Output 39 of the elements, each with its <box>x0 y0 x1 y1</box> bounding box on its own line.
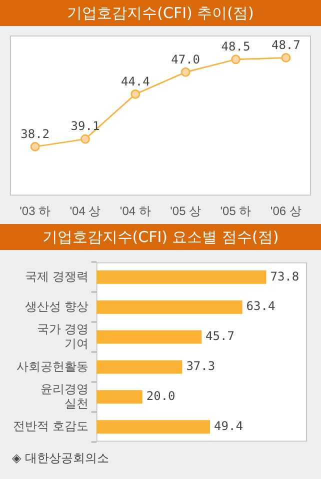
point <box>231 54 240 64</box>
y-tick-label: 윤리경영 실천 <box>40 382 88 410</box>
point <box>30 142 40 152</box>
y-tick-label: 국가 경영 기여 <box>36 322 88 351</box>
chart-title: 기업호감지수(CFI) 추이(점) <box>0 0 321 26</box>
bar <box>96 270 266 284</box>
data-label: 48.5 <box>221 40 250 54</box>
y-tick-label: 국제 경쟁력 <box>24 269 88 284</box>
x-tick-label: '04 하 <box>120 204 151 218</box>
x-tick-label: '03 하 <box>20 204 51 218</box>
data-label: 38.2 <box>20 126 50 141</box>
bar <box>96 420 210 434</box>
data-label: 20.0 <box>146 389 176 404</box>
data-label: 48.7 <box>271 38 300 52</box>
data-label: 45.7 <box>206 329 234 344</box>
y-tick-label: 생산성 향상 <box>24 299 88 314</box>
point <box>130 89 140 99</box>
data-label: 47.0 <box>171 52 200 66</box>
chart-title: 기업호감지수(CFI) 요소별 점수(점) <box>0 224 321 250</box>
bar <box>96 300 242 314</box>
point <box>80 134 90 144</box>
data-label: 63.4 <box>246 299 276 314</box>
x-tick-label: '06 상 <box>270 204 302 218</box>
point <box>281 52 291 62</box>
x-tick-label: '05 하 <box>220 204 252 218</box>
bar <box>96 330 202 344</box>
data-label: 49.4 <box>214 418 243 433</box>
text: ◈ 대한상공회의소 <box>12 450 110 467</box>
y-tick-label: 전반적 호감도 <box>12 419 88 434</box>
x-tick-label: '05 상 <box>170 204 202 218</box>
bar <box>96 360 182 374</box>
x-tick-label: '04 상 <box>70 204 101 218</box>
data-label: 37.3 <box>186 359 216 374</box>
bar <box>96 390 142 404</box>
y-tick-label: 사회공헌활동 <box>16 359 88 374</box>
data-label: 44.4 <box>120 74 150 88</box>
data-label: 39.1 <box>70 119 100 134</box>
point <box>180 67 190 77</box>
data-label: 73.8 <box>270 269 300 284</box>
